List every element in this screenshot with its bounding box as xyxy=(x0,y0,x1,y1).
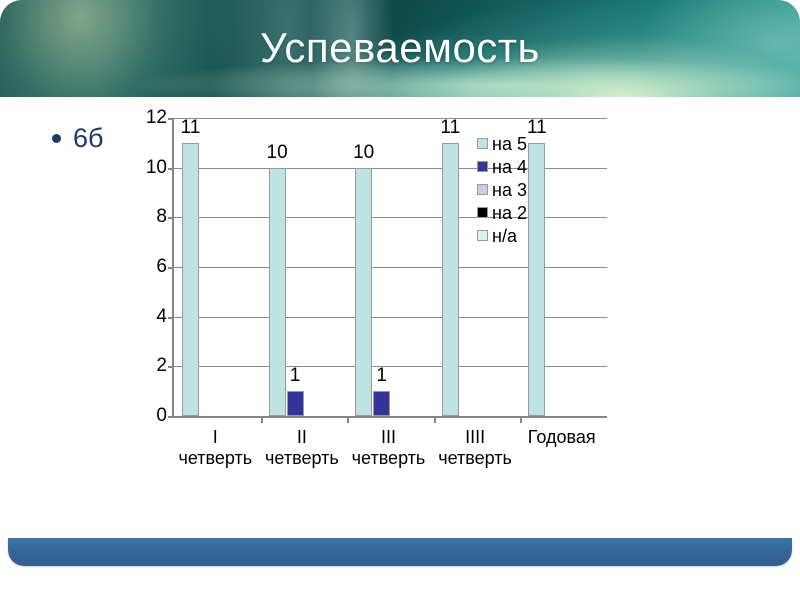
chart-bar xyxy=(268,167,286,416)
x-axis-category-label-line: I xyxy=(212,427,218,447)
chart-bar xyxy=(528,142,546,416)
slide-header-banner: Успеваемость xyxy=(0,0,800,97)
legend-item-label: на 2 xyxy=(492,202,527,223)
chart-plot-area: 0 2 4 6 8 10 12 11 10 1 10 1 11 11 xyxy=(146,107,607,426)
x-axis-tick-mark xyxy=(347,416,350,423)
x-axis-tick-mark xyxy=(260,416,263,423)
legend-swatch-icon xyxy=(477,230,488,241)
legend-item: на 2 xyxy=(477,201,561,224)
x-axis-category-label-line: III xyxy=(380,427,396,447)
bar-value-label: 10 xyxy=(353,141,375,163)
gridline xyxy=(174,267,607,268)
legend-item: на 3 xyxy=(477,178,561,201)
legend-item: на 5 xyxy=(477,132,561,155)
legend-item: н/а xyxy=(477,224,561,247)
y-axis-tick-mark xyxy=(168,416,174,418)
y-axis-tick-label: 10 xyxy=(145,156,167,178)
y-axis-tick-label: 0 xyxy=(156,405,167,426)
y-axis-tick-label: 2 xyxy=(156,355,167,377)
y-axis-tick-mark xyxy=(168,267,174,269)
bullet-item-label: 6б xyxy=(73,123,104,153)
legend-swatch-icon xyxy=(477,184,488,195)
legend-swatch-icon xyxy=(477,161,488,172)
x-axis-tick-mark xyxy=(433,416,436,423)
chart-bar xyxy=(355,167,373,416)
gridline xyxy=(174,217,607,219)
x-axis-category-label-line: II xyxy=(296,427,307,447)
y-axis-tick-mark xyxy=(168,217,174,220)
gridline xyxy=(174,366,607,368)
y-axis-tick-label: 8 xyxy=(156,206,167,228)
y-axis-tick-label: 4 xyxy=(156,305,167,327)
x-axis-category-label-line: четверть xyxy=(178,448,253,468)
bar-value-label: 1 xyxy=(376,365,387,387)
x-axis-category-label: Годовая xyxy=(503,427,621,448)
y-axis-tick-label: 6 xyxy=(156,256,167,277)
gridline xyxy=(174,118,607,119)
chart-gridlines: 0 2 4 6 8 10 12 xyxy=(146,107,607,426)
x-axis-category-label-line: IIII xyxy=(465,427,486,447)
bar-value-label: 11 xyxy=(180,116,201,138)
x-axis-category-label-line: четверть xyxy=(265,448,339,468)
bar-value-label: 11 xyxy=(440,116,461,138)
y-axis-tick-mark xyxy=(168,167,174,170)
legend-swatch-icon xyxy=(477,138,488,149)
y-axis-tick-mark xyxy=(168,366,174,369)
gridline xyxy=(174,167,607,169)
chart-bar xyxy=(441,142,459,416)
chart-bars-layer: 11 10 1 10 1 11 11 xyxy=(174,116,607,423)
legend-item: на 4 xyxy=(477,155,561,178)
legend-swatch-icon xyxy=(477,207,488,218)
chart-bar xyxy=(373,391,391,416)
legend-item-label: н/а xyxy=(492,225,517,246)
bullet-list-item: 6б xyxy=(52,122,103,154)
x-axis-tick-mark xyxy=(520,416,523,423)
legend-item-label: на 3 xyxy=(492,179,527,200)
x-axis-category-label: II четверть xyxy=(243,427,361,469)
x-axis-category-label: IIII четверть xyxy=(416,427,534,469)
y-axis-tick-label: 12 xyxy=(145,107,167,128)
chart-bar xyxy=(286,391,304,416)
bar-value-label: 11 xyxy=(527,116,547,138)
bullet-dot-icon xyxy=(52,133,61,143)
x-axis-category-label: III четверть xyxy=(330,427,448,469)
legend-item-label: на 4 xyxy=(492,156,527,177)
y-axis-tick-mark xyxy=(168,316,174,319)
gridline xyxy=(174,316,607,318)
y-axis-tick-mark xyxy=(168,118,174,120)
chart-bar xyxy=(182,142,199,416)
x-axis-category-label-line: Годовая xyxy=(527,427,596,447)
legend-item-label: на 5 xyxy=(492,133,527,154)
page-title: Успеваемость xyxy=(260,24,540,71)
bar-value-label: 1 xyxy=(289,365,301,387)
bar-value-label: 10 xyxy=(266,141,288,163)
x-axis-category-label-line: четверть xyxy=(351,448,426,468)
x-axis-category-label-line: четверть xyxy=(438,448,512,468)
slide-footer-bar xyxy=(8,538,792,566)
chart-legend: на 5 на 4 на 3 на 2 н/а xyxy=(477,132,561,247)
